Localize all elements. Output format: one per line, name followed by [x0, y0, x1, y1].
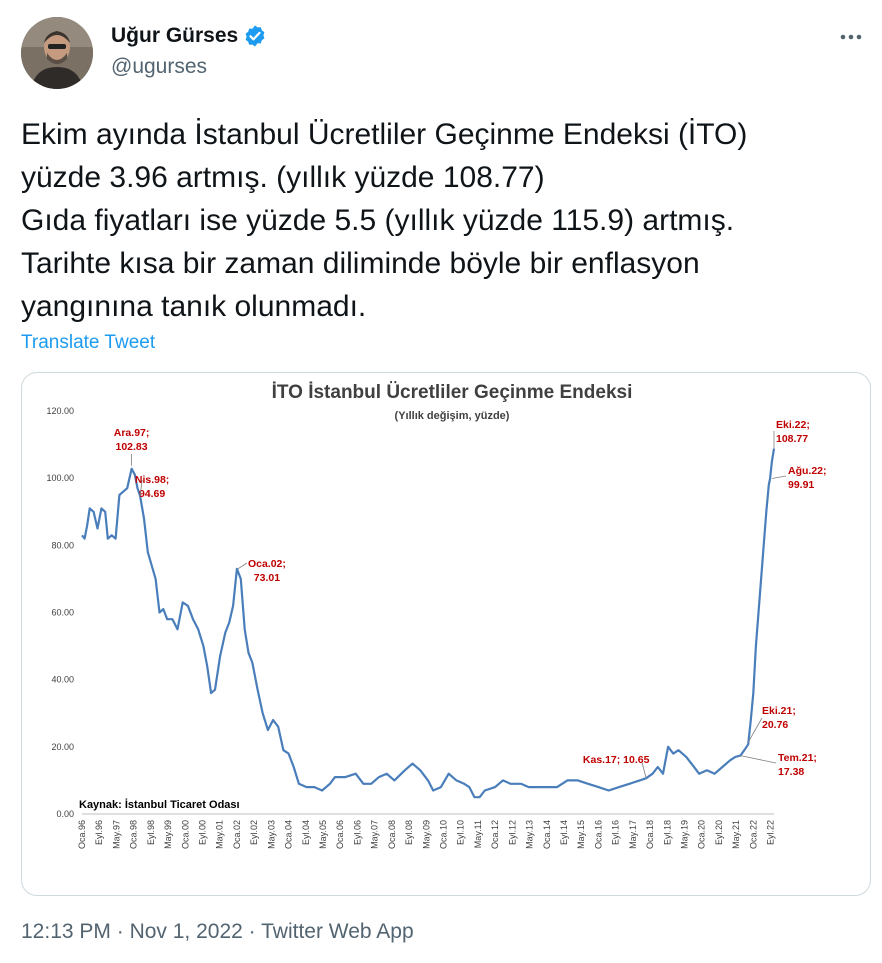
- translate-tweet-link[interactable]: Translate Tweet: [21, 332, 156, 353]
- x-tick-label: Eyl.04: [301, 820, 311, 845]
- x-tick-label: Eyl.14: [559, 820, 569, 845]
- source-note: Kaynak: İstanbul Ticaret Odası: [79, 798, 240, 811]
- annotation-leader: [139, 479, 143, 497]
- x-tick-label: Eyl.18: [662, 820, 672, 845]
- annotations: Ara.97; 102.83 Nis.98; 94.69 Oca.02; 73.01 Eki…: [114, 419, 827, 779]
- annotation-label: Nis.98;: [135, 474, 169, 486]
- separator: ·: [110, 920, 130, 943]
- avatar[interactable]: [21, 17, 93, 89]
- x-axis: Oca.96 Eyl.96 May.97 Oca.98 Eyl.98 May.99 Oca.…: [77, 820, 776, 849]
- y-tick-label: 120.00: [46, 406, 74, 416]
- annotation-leader: [772, 475, 787, 479]
- y-axis: 120.00 100.00 80.00 60.00 40.00 20.00 0.00: [46, 406, 74, 819]
- annotation-value: 20.76: [762, 719, 788, 731]
- y-tick-label: 40.00: [51, 675, 74, 685]
- tweet-image[interactable]: İTO İstanbul Ücretliler Geçinme Endeksi …: [21, 372, 871, 896]
- x-tick-label: Eyl.00: [197, 820, 207, 845]
- x-tick-label: Oca.22: [748, 820, 758, 849]
- series-line: [81, 448, 776, 799]
- x-tick-label: Oca.14: [542, 820, 552, 849]
- author-name[interactable]: Uğur Gürses: [111, 24, 239, 47]
- x-tick-label: May.01: [215, 820, 225, 849]
- x-tick-label: May.97: [111, 820, 121, 849]
- x-tick-label: May.11: [473, 820, 483, 848]
- annotation-value: 17.38: [778, 766, 804, 778]
- annotation-label: Kas.17; 10.65: [583, 754, 650, 766]
- tweet-text: Ekim ayında İstanbul Ücretliler Geçinme …: [21, 113, 866, 328]
- x-tick-label: Eyl.02: [249, 820, 259, 845]
- annotation-value: 102.83: [116, 441, 148, 453]
- y-tick-label: 20.00: [51, 742, 74, 752]
- x-tick-label: Eyl.08: [404, 820, 414, 845]
- x-tick-label: May.21: [731, 820, 741, 849]
- x-tick-label: Oca.06: [335, 820, 345, 849]
- x-tick-label: Oca.18: [645, 820, 655, 849]
- verified-badge-icon: [243, 24, 267, 48]
- annotation-value: 73.01: [254, 572, 280, 584]
- tweet-date[interactable]: Nov 1, 2022: [129, 920, 243, 943]
- x-tick-label: Eyl.20: [714, 820, 724, 845]
- annotation-label: Ağu.22;: [788, 465, 827, 477]
- x-tick-label: Oca.00: [180, 820, 190, 849]
- y-tick-label: 100.00: [46, 473, 74, 483]
- x-tick-label: Eyl.16: [611, 820, 621, 845]
- y-tick-label: 0.00: [56, 809, 74, 819]
- x-tick-label: May.17: [628, 820, 638, 849]
- x-tick-label: Oca.10: [438, 820, 448, 849]
- author-handle[interactable]: @ugurses: [111, 55, 208, 78]
- x-tick-label: Oca.12: [490, 820, 500, 849]
- tweet-line: Ekim ayında İstanbul Ücretliler Geçinme …: [21, 118, 748, 151]
- annotation-leader: [237, 562, 248, 570]
- tweet-line: yangınına tanık olunmadı.: [21, 290, 367, 323]
- profile-photo: [21, 17, 93, 89]
- chart-title: İTO İstanbul Ücretliler Geçinme Endeksi: [272, 382, 633, 403]
- x-tick-label: Oca.98: [129, 820, 139, 849]
- x-tick-label: May.15: [576, 820, 586, 849]
- x-tick-label: Oca.08: [387, 820, 397, 849]
- annotation-leader: [747, 717, 763, 743]
- separator: ·: [242, 920, 262, 943]
- annotation-label: Eki.22;: [776, 419, 810, 431]
- x-tick-label: Oca.16: [593, 820, 603, 849]
- x-tick-label: Eyl.06: [352, 820, 362, 845]
- x-tick-label: May.19: [679, 820, 689, 849]
- annotation-label: Ara.97;: [114, 427, 150, 439]
- x-tick-label: Eyl.98: [146, 820, 156, 845]
- annotation-leader: [641, 762, 647, 779]
- inflation-chart: İTO İstanbul Ücretliler Geçinme Endeksi …: [46, 382, 827, 849]
- x-tick-label: Eyl.96: [94, 820, 104, 845]
- annotation-label: Tem.21;: [778, 752, 817, 764]
- tweet-line: Gıda fiyatları ise yüzde 5.5 (yıllık yüz…: [21, 204, 735, 237]
- x-tick-label: Eyl.22: [766, 820, 776, 845]
- tweet-footer: 12:13 PM · Nov 1, 2022 · Twitter Web App: [21, 920, 414, 944]
- x-tick-label: Eyl.12: [507, 820, 517, 845]
- chart-subtitle: (Yıllık değişim, yüzde): [395, 410, 510, 422]
- more-horizontal-icon[interactable]: [834, 22, 868, 52]
- y-tick-label: 60.00: [51, 608, 74, 618]
- annotation-value: 99.91: [788, 479, 814, 491]
- x-tick-label: Oca.20: [697, 820, 707, 849]
- annotation-label: Oca.02;: [248, 558, 286, 570]
- x-tick-label: May.03: [266, 820, 276, 849]
- x-tick-label: Oca.02: [232, 820, 242, 849]
- annotation-value: 108.77: [776, 433, 808, 445]
- annotation-label: Eki.21;: [762, 705, 796, 717]
- tweet-line: yüzde 3.96 artmış. (yıllık yüzde 108.77): [21, 161, 545, 194]
- x-tick-label: May.13: [525, 820, 535, 849]
- x-tick-label: May.07: [370, 820, 380, 849]
- tweet-line: Tarihte kısa bir zaman diliminde böyle b…: [21, 247, 700, 280]
- annotation-leader: [740, 755, 777, 764]
- x-tick-label: Eyl.10: [456, 820, 466, 845]
- tweet-time[interactable]: 12:13 PM: [21, 920, 111, 943]
- annotation-value: 94.69: [139, 488, 165, 500]
- tweet-source: Twitter Web App: [261, 920, 414, 943]
- author-name-row: Uğur Gürses: [111, 24, 267, 48]
- x-tick-label: May.99: [163, 820, 173, 849]
- y-tick-label: 80.00: [51, 540, 74, 550]
- x-tick-label: Oca.96: [77, 820, 87, 849]
- x-tick-label: Oca.04: [284, 820, 294, 849]
- x-tick-label: May.09: [421, 820, 431, 849]
- x-tick-label: May.05: [318, 820, 328, 849]
